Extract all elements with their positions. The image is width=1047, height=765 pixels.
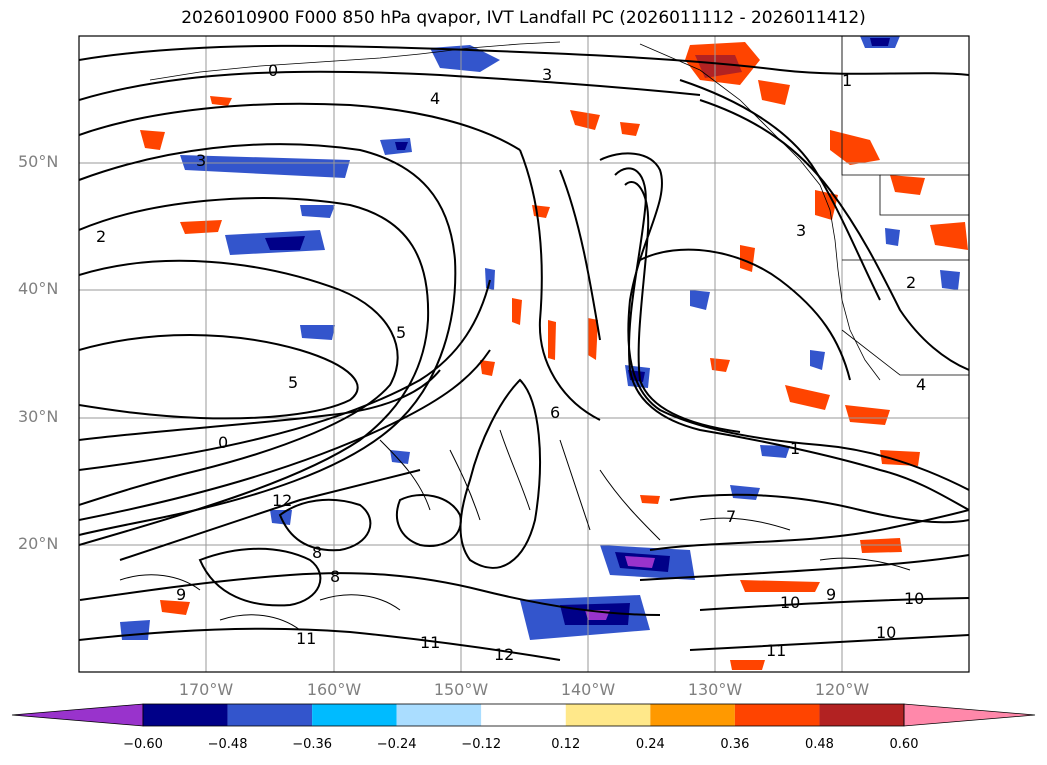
plot-title: 2026010900 F000 850 hPa qvapor, IVT Land… (181, 8, 866, 28)
contour-label: 2 (96, 227, 106, 246)
colorbar-tick-label: 0.12 (551, 737, 581, 752)
colorbar-extend-min (11, 703, 144, 727)
colorbar-tick-label: −0.36 (292, 737, 333, 752)
colorbar-outline (142, 703, 905, 727)
ivt-contours (79, 44, 969, 661)
lon-label: 120°W (814, 680, 870, 699)
contour-label: 3 (196, 151, 206, 170)
contour-label: 6 (550, 403, 560, 422)
contour-label: 2 (906, 273, 916, 292)
contour-label: 9 (826, 585, 836, 604)
lat-label: 50°N (18, 152, 59, 171)
colorbar-segment (650, 704, 735, 726)
colorbar-tick-label: −0.48 (207, 737, 248, 752)
contour-label: 8 (330, 567, 340, 586)
colorbar-segment (819, 704, 904, 726)
contour-label: 10 (876, 623, 896, 642)
colorbar (11, 703, 1036, 727)
lat-label: 30°N (18, 407, 59, 426)
contour-label: 5 (396, 323, 406, 342)
contour-label: 3 (796, 221, 806, 240)
contour-label-group: 0 1 2 3 4 5 6 7 8 9 10 11 12 3 5 1 0 10 … (96, 61, 926, 664)
colorbar-extend-max (903, 703, 1036, 727)
contour-label: 7 (726, 507, 736, 526)
lon-label: 160°W (306, 680, 362, 699)
contour-label: 9 (176, 585, 186, 604)
lon-label: 150°W (433, 680, 489, 699)
colorbar-segment (481, 704, 566, 726)
contour-label: 4 (430, 89, 440, 108)
lon-label: 130°W (687, 680, 743, 699)
lon-label: 140°W (560, 680, 616, 699)
colorbar-segment (312, 704, 397, 726)
contour-label: 0 (268, 61, 278, 80)
colorbar-tick-label: −0.24 (376, 737, 417, 752)
map-frame (78, 35, 970, 673)
contour-label: 12 (494, 645, 514, 664)
contour-label: 11 (296, 629, 316, 648)
contour-label: 0 (218, 433, 228, 452)
colorbar-segment (143, 704, 228, 726)
colorbar-tick-label: −0.12 (461, 737, 502, 752)
colorbar-tick-label: −0.60 (123, 737, 163, 752)
colorbar-tick-label: 0.24 (635, 737, 665, 752)
contour-label: 1 (842, 71, 852, 90)
contour-label: 1 (790, 439, 800, 458)
contour-label: 10 (780, 593, 800, 612)
ivt-contours-fine (119, 429, 911, 631)
colorbar-tick-label: 0.36 (720, 737, 750, 752)
lat-label: 40°N (18, 279, 59, 298)
contour-label: 12 (272, 491, 292, 510)
coastlines (149, 36, 969, 381)
colorbar-segment (227, 704, 313, 726)
anomaly-shading (120, 36, 968, 670)
contour-label: 3 (542, 65, 552, 84)
colorbar-segment (734, 704, 820, 726)
contour-label: 5 (288, 373, 298, 392)
contour-label: 11 (766, 641, 786, 660)
colorbar-segment (396, 704, 482, 726)
contour-label: 11 (420, 633, 440, 652)
contour-label: 4 (916, 375, 926, 394)
contour-label: 10 (904, 589, 924, 608)
colorbar-segment (565, 704, 651, 726)
lat-label: 20°N (18, 534, 59, 553)
contour-label: 8 (312, 543, 322, 562)
colorbar-tick-label: 0.48 (804, 737, 834, 752)
colorbar-tick-label: 0.60 (889, 737, 919, 752)
lon-label: 170°W (178, 680, 234, 699)
